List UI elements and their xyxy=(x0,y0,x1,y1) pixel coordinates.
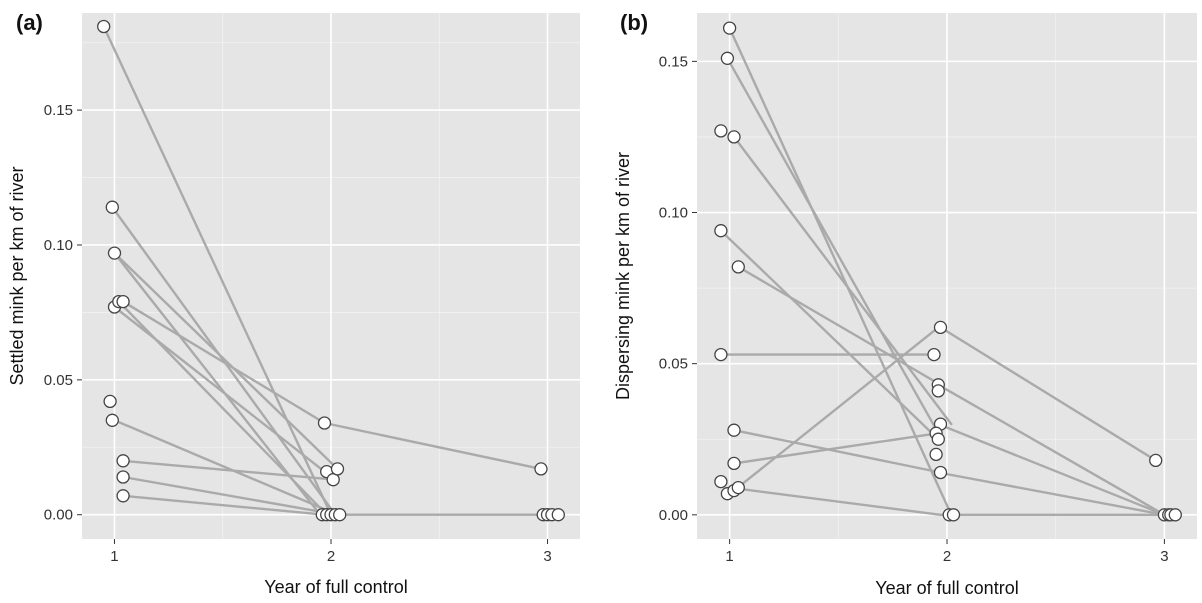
trajectory-line xyxy=(121,494,326,516)
y-tick-label: 0.05 xyxy=(659,356,688,373)
trajectory-line xyxy=(121,475,339,516)
data-point xyxy=(931,432,945,446)
data-point xyxy=(731,480,745,495)
trajectory-line xyxy=(117,300,328,516)
trajectory-line xyxy=(728,26,953,516)
y-tick-label: 0.00 xyxy=(659,507,688,524)
x-tick-label: 3 xyxy=(543,548,551,565)
y-tick-label: 0.15 xyxy=(659,53,688,70)
x-axis-title: Year of full control xyxy=(875,578,1018,598)
data-point xyxy=(727,456,741,471)
data-point xyxy=(929,447,943,462)
data-point xyxy=(105,200,119,214)
data-point xyxy=(933,465,948,480)
data-point xyxy=(727,423,741,437)
data-point xyxy=(105,413,119,427)
data-point xyxy=(731,260,745,274)
data-point xyxy=(727,130,741,144)
data-point xyxy=(1149,453,1163,468)
data-point xyxy=(107,246,122,260)
data-point xyxy=(116,470,130,484)
trajectory-line xyxy=(732,326,940,492)
data-point xyxy=(927,347,941,362)
data-point xyxy=(714,224,728,238)
data-point xyxy=(714,474,728,489)
trajectory-line xyxy=(121,300,326,425)
trajectory-line xyxy=(102,25,333,516)
y-axis-title: Dispersing mink per km of river xyxy=(613,152,633,400)
y-tick-label: 0.15 xyxy=(44,102,73,119)
x-tick-label: 1 xyxy=(110,548,118,565)
data-point xyxy=(103,394,117,409)
x-tick-label: 1 xyxy=(725,548,733,565)
trajectory-line xyxy=(732,135,953,426)
panel-label: (b) xyxy=(620,10,648,35)
x-axis-title: Year of full control xyxy=(264,577,407,597)
data-point xyxy=(534,462,548,476)
data-point xyxy=(946,508,961,522)
trajectory-line xyxy=(121,459,337,481)
data-point xyxy=(333,508,347,522)
trajectory-line xyxy=(732,432,940,465)
data-point xyxy=(116,294,130,309)
trajectory-line xyxy=(113,251,322,516)
panel-b: 0.00 0.05 0.10 0.15 1 2 3 (b) Year of full contr… xyxy=(613,10,1197,598)
data-point xyxy=(714,124,728,138)
data-point xyxy=(330,462,345,476)
data-point xyxy=(714,347,728,362)
trajectory-line xyxy=(113,251,339,471)
x-tick-label: 2 xyxy=(327,548,335,565)
data-point xyxy=(931,384,945,398)
x-tick-label: 2 xyxy=(943,548,951,565)
data-point xyxy=(551,508,565,522)
trajectory-line xyxy=(937,422,1166,516)
trajectory-line xyxy=(937,383,1166,516)
y-axis-title: Settled mink per km of river xyxy=(7,166,27,385)
trajectory-line xyxy=(737,265,942,386)
panel-a: 0.00 0.05 0.10 0.15 1 2 3 (a) Year of full contr… xyxy=(7,10,580,597)
data-point xyxy=(720,51,735,65)
data-point xyxy=(116,489,130,503)
data-point xyxy=(116,454,130,468)
y-tick-label: 0.05 xyxy=(44,372,73,389)
y-tick-label: 0.10 xyxy=(44,237,73,254)
trajectory-line xyxy=(732,429,942,474)
trajectory-line xyxy=(939,326,1157,462)
data-point xyxy=(97,19,111,34)
data-point xyxy=(317,416,332,430)
y-tick-label: 0.00 xyxy=(44,507,73,524)
y-tick-label: 0.10 xyxy=(659,205,688,222)
data-point xyxy=(933,320,948,335)
trajectory-line xyxy=(113,419,339,516)
data-point xyxy=(722,21,737,35)
trajectory-line xyxy=(726,57,940,435)
trajectory-line xyxy=(728,486,942,516)
trajectory-line xyxy=(719,229,940,441)
trajectory-line xyxy=(323,421,543,471)
data-point xyxy=(1168,508,1182,522)
x-tick-label: 3 xyxy=(1160,548,1168,565)
trajectory-line xyxy=(937,471,1166,516)
panel-label: (a) xyxy=(16,10,43,35)
